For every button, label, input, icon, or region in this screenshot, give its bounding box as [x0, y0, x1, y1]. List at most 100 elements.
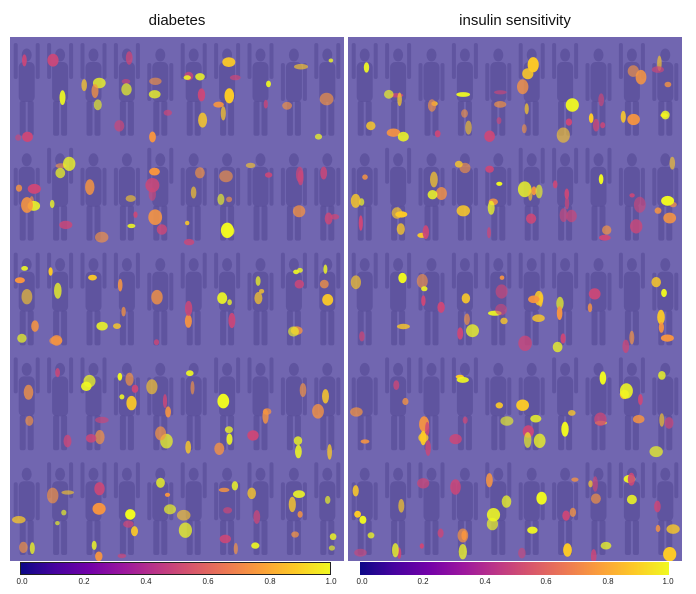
saliency-blob — [329, 533, 337, 541]
body-silhouette — [214, 153, 241, 241]
body-silhouette — [13, 357, 40, 451]
body-silhouette — [247, 258, 274, 346]
saliency-blob — [282, 101, 292, 110]
saliency-blob — [587, 303, 593, 313]
body-silhouette — [47, 462, 74, 555]
saliency-blob — [590, 493, 601, 504]
saliency-blob — [630, 219, 643, 234]
saliency-blob — [651, 277, 661, 288]
saliency-blob — [396, 323, 410, 330]
saliency-blob — [96, 321, 108, 331]
saliency-blob — [552, 341, 563, 353]
saliency-blob — [592, 118, 600, 132]
saliency-blob — [496, 181, 503, 186]
saliency-blob — [125, 372, 134, 386]
saliency-blob — [486, 508, 501, 522]
body-silhouette — [618, 357, 645, 451]
saliency-blob — [531, 186, 537, 196]
body-silhouette — [350, 153, 378, 241]
saliency-blob — [153, 339, 160, 346]
body-silhouette — [451, 153, 478, 241]
saliency-blob — [253, 510, 261, 524]
saliency-blob — [293, 490, 305, 498]
saliency-blob — [314, 133, 323, 140]
body-silhouette — [351, 467, 378, 557]
insulin-sensitivity-body-maps — [350, 43, 680, 561]
saliency-blob — [435, 187, 447, 200]
saliency-blob — [164, 492, 171, 497]
saliency-blob — [295, 166, 304, 183]
saliency-blob — [184, 314, 192, 328]
body-silhouette — [385, 357, 412, 451]
saliency-blob — [12, 516, 26, 524]
saliency-blob — [598, 93, 605, 107]
saliency-blob — [526, 213, 537, 224]
body-silhouette — [485, 362, 514, 451]
saliency-blob — [660, 334, 674, 342]
body-silhouette — [314, 252, 341, 346]
saliency-blob — [95, 231, 109, 243]
saliency-blob — [151, 289, 163, 305]
body-silhouette — [214, 467, 241, 555]
body-silhouette — [418, 48, 445, 138]
saliency-blob — [288, 496, 296, 513]
saliency-blob — [500, 317, 508, 325]
saliency-blob — [59, 220, 73, 230]
saliency-blob — [25, 415, 34, 426]
saliency-blob — [352, 485, 359, 497]
saliency-blob — [94, 482, 105, 496]
saliency-blob — [294, 63, 308, 70]
saliency-blob — [437, 301, 445, 313]
saliency-blob — [149, 167, 160, 176]
saliency-blob — [218, 487, 230, 493]
saliency-blob — [622, 339, 630, 353]
saliency-blob — [486, 517, 498, 531]
body-silhouette — [80, 43, 107, 136]
saliency-blob — [123, 520, 134, 528]
saliency-blob — [487, 200, 495, 215]
body-silhouette — [585, 147, 612, 241]
saliency-blob — [627, 65, 639, 77]
saliency-blob — [223, 507, 233, 514]
saliency-blob — [350, 407, 363, 417]
saliency-blob — [148, 209, 163, 225]
saliency-blob — [88, 274, 97, 281]
body-silhouette — [113, 462, 140, 559]
saliency-blob — [495, 284, 508, 299]
saliency-blob — [15, 184, 23, 192]
body-silhouette — [385, 252, 412, 346]
saliency-blob — [131, 384, 139, 393]
saliency-blob — [164, 504, 176, 515]
saliency-blob — [396, 223, 405, 235]
diabetes-saliency-grid — [10, 37, 344, 561]
saliency-blob — [264, 172, 273, 178]
saliency-blob — [219, 534, 231, 544]
saliency-blob — [322, 294, 334, 306]
saliency-blob — [63, 434, 72, 448]
saliency-blob — [224, 88, 235, 104]
colorbar-right — [360, 562, 669, 575]
saliency-blob — [81, 79, 87, 92]
body-silhouette — [618, 462, 645, 555]
body-silhouette — [247, 357, 274, 451]
body-silhouette — [350, 362, 378, 451]
saliency-blob — [565, 98, 579, 112]
saliency-blob — [156, 477, 165, 488]
saliency-blob — [588, 288, 601, 300]
saliency-blob — [195, 167, 205, 179]
saliency-blob — [522, 68, 534, 80]
saliency-blob — [485, 165, 494, 173]
saliency-blob — [176, 509, 191, 521]
tick-label: 0.4 — [479, 577, 491, 586]
saliency-blob — [350, 275, 361, 290]
saliency-blob — [183, 75, 191, 80]
body-silhouette — [518, 252, 545, 351]
body-silhouette — [417, 153, 447, 241]
body-silhouette — [384, 43, 412, 142]
saliency-blob — [398, 272, 407, 284]
saliency-blob — [247, 487, 256, 499]
saliency-blob — [530, 414, 542, 423]
body-silhouette — [314, 462, 341, 555]
saliency-blob — [602, 225, 612, 235]
saliency-blob — [434, 130, 441, 138]
